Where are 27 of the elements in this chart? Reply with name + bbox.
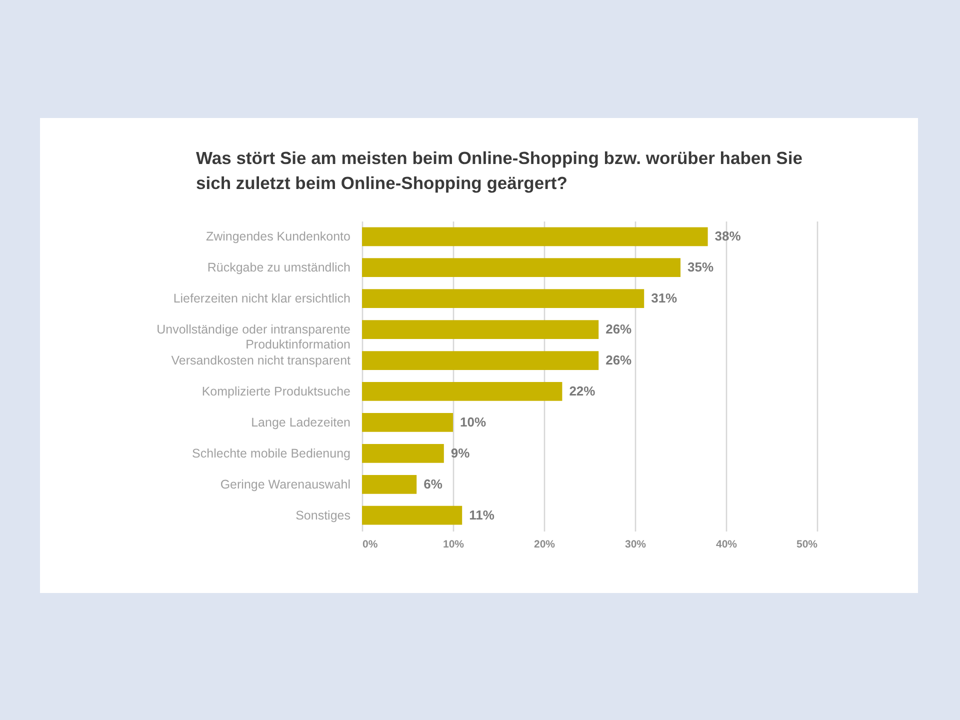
y-tick-label: Geringe Warenauswahl <box>220 477 350 492</box>
data-label: 26% <box>606 352 632 368</box>
chart-title: Was stört Sie am meisten beim Online-Shopping bzw. worüber haben Sie sich zuletzt beim Online-Shopping geärgert? <box>196 148 803 193</box>
data-label: 31% <box>651 290 678 306</box>
data-label: 35% <box>688 260 714 275</box>
y-tick-label: Komplizierte Produktsuche <box>202 384 351 398</box>
y-tick-label: Lange Ladezeiten <box>251 415 351 430</box>
y-tick-label: Rückgabe zu umständlich <box>207 260 351 275</box>
x-tick-label: 50% <box>796 538 818 550</box>
y-tick-label: Zwingendes Kundenkonto <box>206 230 351 244</box>
x-tick-label: 30% <box>624 538 647 550</box>
x-tick-label: 40% <box>716 538 738 550</box>
x-tick-label: 0% <box>362 538 378 550</box>
data-label: 9% <box>450 445 470 460</box>
y-tick-label: Lieferzeiten nicht klar ersichtlich <box>173 292 351 306</box>
y-tick-label: Sonstiges <box>296 508 350 522</box>
y-tick-label: Unvollständige oder intransparente Produktinformation <box>156 322 351 352</box>
data-label: 6% <box>424 476 443 492</box>
y-tick-label: Versandkosten nicht transparent <box>171 354 352 368</box>
data-label: 26% <box>606 322 632 337</box>
data-label: 11% <box>469 507 495 522</box>
data-label: 38% <box>714 228 742 244</box>
x-tick-label: 10% <box>442 538 465 550</box>
x-tick-label: 20% <box>534 538 556 550</box>
y-tick-label: Schlechte mobile Bedienung <box>192 446 351 460</box>
data-label: 10% <box>460 414 486 430</box>
data-label: 22% <box>569 383 596 398</box>
